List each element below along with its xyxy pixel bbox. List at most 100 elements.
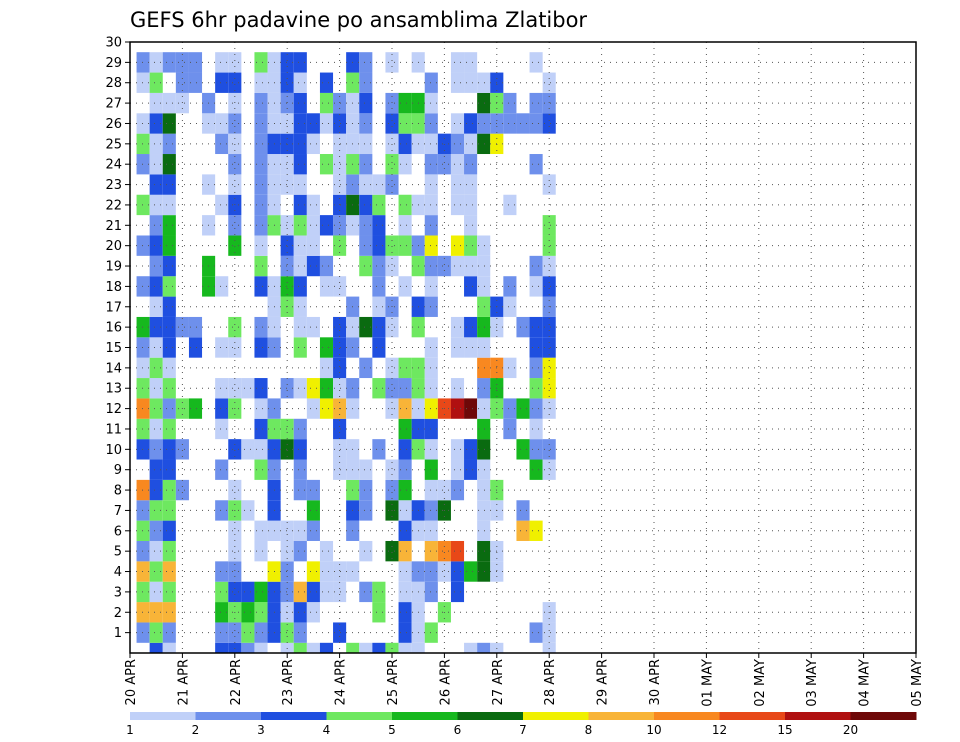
- heatmap-cell: [424, 581, 438, 603]
- heatmap-cell: [319, 215, 334, 236]
- heatmap-cell: [542, 72, 556, 93]
- heatmap-cell: [359, 500, 373, 521]
- heatmap-cell: [333, 439, 347, 460]
- heatmap-cell: [136, 561, 150, 582]
- color-scale-segment: [261, 712, 327, 720]
- heatmap-cell: [136, 581, 150, 603]
- heatmap-cell: [385, 316, 399, 338]
- heatmap-cell: [398, 459, 412, 480]
- heatmap-cell: [503, 276, 517, 297]
- heatmap-cell: [149, 296, 163, 317]
- heatmap-cell: [280, 72, 294, 93]
- heatmap-cell: [162, 174, 176, 195]
- x-tick-label: 05 MAY: [910, 659, 925, 707]
- heatmap-cell: [136, 72, 150, 93]
- heatmap-cell: [398, 357, 412, 379]
- heatmap-cell: [162, 602, 176, 623]
- heatmap-cell: [228, 561, 242, 582]
- heatmap-cell: [529, 276, 543, 297]
- heatmap-cell: [359, 92, 373, 114]
- y-tick-label: 26: [105, 117, 122, 132]
- heatmap-cell: [529, 52, 543, 73]
- heatmap-cell: [162, 92, 176, 114]
- heatmap-cell: [477, 357, 491, 379]
- heatmap-cell: [542, 235, 556, 256]
- heatmap-cell: [306, 316, 320, 338]
- heatmap-cell: [477, 439, 491, 460]
- heatmap-cell: [280, 418, 294, 440]
- heatmap-cell: [293, 255, 307, 277]
- heatmap-cell: [162, 540, 176, 562]
- heatmap-cell: [319, 398, 334, 419]
- heatmap-cell: [228, 235, 242, 256]
- heatmap-cell: [411, 642, 425, 653]
- heatmap-cell: [162, 316, 176, 338]
- heatmap-cell: [490, 642, 504, 653]
- heatmap-cell: [372, 581, 386, 603]
- y-tick-label: 7: [114, 504, 122, 519]
- heatmap-cell: [319, 357, 334, 379]
- heatmap-cell: [319, 113, 334, 134]
- heatmap-cell: [424, 500, 438, 521]
- heatmap-cell: [254, 215, 268, 236]
- heatmap-cell: [333, 154, 347, 175]
- color-scale-label: 10: [646, 723, 661, 737]
- heatmap-cell: [280, 235, 294, 256]
- x-tick-label: 27 APR: [491, 659, 506, 705]
- heatmap-cell: [385, 113, 399, 134]
- heatmap-cell: [542, 316, 556, 338]
- heatmap-cell: [450, 459, 465, 480]
- heatmap-cell: [175, 92, 189, 114]
- heatmap-cell: [385, 479, 399, 501]
- heatmap-cell: [398, 642, 412, 653]
- heatmap-cell: [477, 113, 491, 134]
- heatmap-cell: [241, 500, 255, 521]
- heatmap-cell: [162, 357, 176, 379]
- heatmap-cell: [477, 642, 491, 653]
- heatmap-cell: [136, 378, 150, 399]
- heatmap-cell: [529, 92, 543, 114]
- y-tick-label: 25: [105, 137, 122, 152]
- heatmap-cell: [359, 72, 373, 93]
- heatmap-cell: [529, 113, 543, 134]
- heatmap-cell: [503, 296, 517, 317]
- heatmap-cell: [149, 622, 163, 643]
- color-scale-label: 15: [777, 723, 792, 737]
- heatmap-cell: [464, 459, 478, 480]
- chart-title: GEFS 6hr padavine po ansamblima Zlatibor: [130, 8, 587, 32]
- color-scale-segment: [588, 712, 655, 720]
- heatmap-cell: [293, 642, 307, 653]
- heatmap-cell: [385, 378, 399, 399]
- heatmap-cell: [162, 642, 176, 653]
- heatmap-cell: [359, 194, 373, 216]
- heatmap-cell: [215, 337, 229, 358]
- color-scale-segment: [326, 712, 393, 720]
- heatmap-cell: [149, 215, 163, 236]
- heatmap-cell: [503, 418, 517, 440]
- heatmap-cell: [149, 133, 163, 155]
- heatmap-cell: [333, 418, 347, 440]
- heatmap-cell: [464, 113, 478, 134]
- heatmap-cell: [529, 459, 543, 480]
- heatmap-cell: [424, 520, 438, 541]
- heatmap-cell: [215, 622, 229, 643]
- heatmap-cell: [529, 255, 543, 277]
- y-tick-label: 14: [105, 361, 122, 376]
- heatmap-cell: [372, 642, 386, 653]
- heatmap-cell: [293, 296, 307, 317]
- heatmap-cell: [136, 500, 150, 521]
- heatmap-cell: [477, 459, 491, 480]
- color-scale-segment: [719, 712, 786, 720]
- y-axis: 1234567891011121314151617181920212223242…: [105, 36, 130, 641]
- heatmap-cell: [542, 378, 556, 399]
- heatmap-cell: [228, 642, 242, 653]
- y-tick-label: 29: [105, 56, 122, 71]
- heatmap-cell: [149, 316, 163, 338]
- heatmap-cell: [149, 418, 163, 440]
- heatmap-cell: [464, 235, 478, 256]
- heatmap-cell: [306, 581, 320, 603]
- heatmap-cell: [424, 276, 438, 297]
- color-scale-segment: [654, 712, 720, 720]
- heatmap-cell: [280, 154, 294, 175]
